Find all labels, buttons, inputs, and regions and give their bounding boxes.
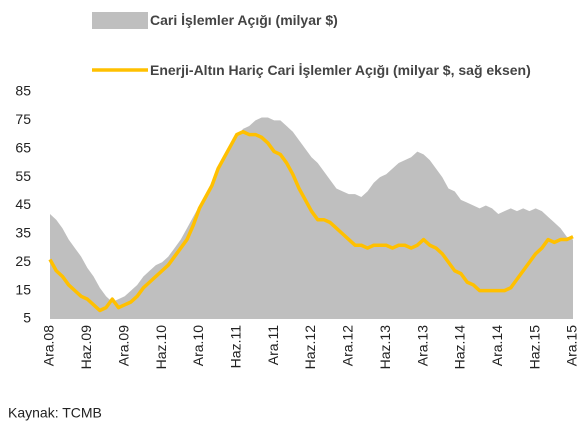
y-tick-label: 15 [15, 281, 31, 297]
x-tick-label: Ara.12 [340, 325, 356, 366]
y-tick-label: 75 [15, 111, 31, 127]
x-tick-label: Ara.09 [115, 325, 131, 366]
x-tick-label: Ara.15 [564, 325, 580, 366]
y-tick-label: 85 [15, 83, 31, 99]
y-tick-label: 5 [23, 310, 31, 326]
x-tick-label: Haz.13 [377, 325, 393, 370]
y-tick-label: 65 [15, 139, 31, 155]
x-tick-label: Ara.08 [41, 325, 57, 366]
x-tick-label: Ara.11 [265, 325, 281, 365]
x-tick-label: Haz.10 [153, 325, 169, 370]
y-tick-label: 25 [15, 253, 31, 269]
x-tick-label: Haz.12 [302, 325, 318, 370]
x-tick-label: Haz.09 [78, 325, 94, 370]
x-tick-label: Haz.14 [452, 325, 468, 370]
legend-label: Cari İşlemler Açığı (milyar $) [150, 12, 338, 28]
x-tick-label: Ara.13 [414, 325, 430, 366]
legend-label: Enerji-Altın Hariç Cari İşlemler Açığı (… [150, 62, 531, 78]
x-tick-label: Ara.10 [190, 325, 206, 366]
line [48, 129, 574, 313]
legend-swatch-area [92, 12, 148, 29]
x-tick-label: Haz.11 [227, 325, 243, 369]
area [50, 117, 573, 319]
x-tick-label: Haz.15 [526, 325, 542, 370]
x-tick-label: Ara.14 [489, 325, 505, 366]
y-tick-label: 45 [15, 196, 31, 212]
source-note: Kaynak: TCMB [8, 405, 102, 421]
y-tick-label: 35 [15, 225, 31, 241]
y-tick-label: 55 [15, 168, 31, 184]
